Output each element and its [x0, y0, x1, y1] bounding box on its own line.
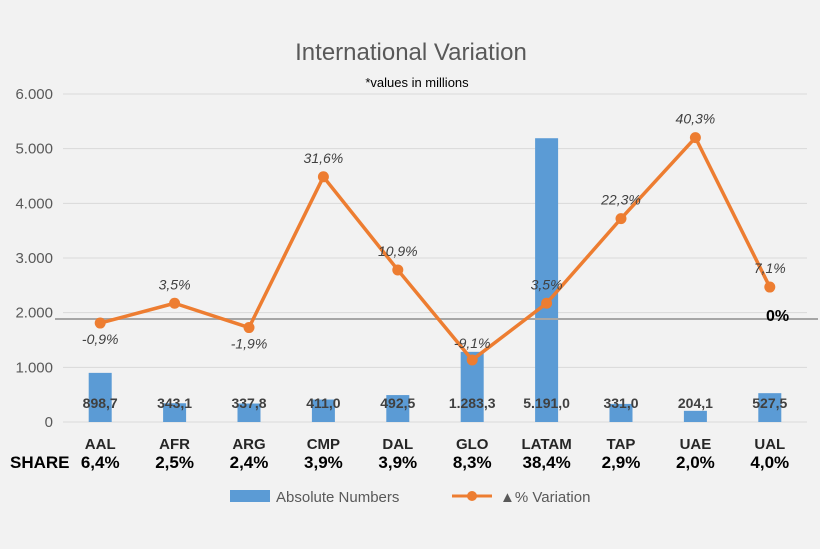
y-tick-label: 4.000 [15, 195, 53, 212]
variation-point-arg [243, 322, 255, 334]
bar-value-label: 898,7 [83, 395, 118, 411]
bar-aal [88, 372, 112, 422]
zero-reference-label: 0% [766, 308, 789, 325]
variation-series [94, 132, 776, 366]
variation-point-aal [94, 317, 106, 329]
variation-value-label: 31,6% [304, 150, 344, 166]
y-tick-label: 1.000 [15, 359, 53, 376]
bar-data-labels: 898,7 343,1 337,8 411,0 492,5 1.283,3 5.191,0 3… [83, 395, 788, 411]
y-axis-ticks: 0 1.000 2.000 3.000 4.000 5.000 6.000 [15, 86, 53, 431]
y-tick-label: 3.000 [15, 250, 53, 267]
variation-data-labels: -0,9% 3,5% -1,9% 31,6% 10,9% -9,1% 3,5% 22,3% 40… [82, 111, 786, 352]
share-row-label: SHARE [10, 453, 70, 472]
bar-value-label: 527,5 [752, 395, 787, 411]
variation-value-label: 22,3% [600, 192, 641, 208]
variation-line [99, 135, 772, 362]
bar-value-label: 1.283,3 [449, 395, 496, 411]
variation-point-uae [689, 132, 701, 144]
bar-tap [609, 403, 633, 422]
category-label: TAP [607, 436, 636, 453]
variation-value-label: 40,3% [676, 111, 716, 127]
share-value: 3,9% [304, 453, 343, 472]
category-label: UAE [680, 436, 712, 453]
bar-value-label: 492,5 [380, 395, 415, 411]
share-value: 38,4% [522, 453, 570, 472]
share-value: 8,3% [453, 453, 492, 472]
y-tick-label: 6.000 [15, 86, 53, 103]
variation-point-glo [466, 354, 478, 366]
legend: Absolute Numbers ▲% Variation [230, 489, 590, 506]
variation-point-cmp [317, 171, 329, 183]
category-label: AAL [85, 436, 116, 453]
bar-glo [460, 351, 484, 422]
bar-arg [237, 403, 261, 422]
category-label: CMP [307, 436, 340, 453]
variation-value-label: -0,9% [82, 331, 119, 347]
bar-cmp [311, 399, 335, 422]
gridlines [63, 93, 807, 423]
category-label: DAL [382, 436, 413, 453]
variation-value-label: -9,1% [454, 335, 491, 351]
category-label: ARG [232, 436, 265, 453]
legend-swatch-absolute-numbers [230, 490, 270, 502]
y-tick-label: 5.000 [15, 141, 53, 158]
bar-latam [535, 138, 559, 422]
share-value: 2,9% [602, 453, 641, 472]
variation-point-afr [169, 297, 181, 309]
bar-afr [163, 403, 187, 422]
bar-value-label: 331,0 [603, 395, 638, 411]
variation-value-label: 3,5% [159, 276, 191, 292]
share-value: 2,5% [155, 453, 194, 472]
bar-value-label: 411,0 [306, 395, 340, 411]
share-value: 3,9% [378, 453, 417, 472]
bar-ual [758, 393, 782, 422]
variation-point-tap [615, 213, 627, 225]
category-label: LATAM [521, 436, 571, 453]
variation-value-label: -1,9% [231, 336, 268, 352]
legend-swatch-variation-marker [467, 491, 477, 501]
variation-point-latam [541, 297, 553, 309]
category-label: UAL [754, 436, 785, 453]
share-value: 4,0% [750, 453, 789, 472]
variation-value-label: 3,5% [531, 276, 563, 292]
variation-point-dal [392, 264, 404, 276]
category-label: AFR [159, 436, 190, 453]
share-value: 6,4% [81, 453, 120, 472]
bar-value-label: 343,1 [157, 395, 192, 411]
variation-value-label: 7,1% [754, 260, 786, 276]
bar-uae [683, 410, 707, 422]
chart-title: International Variation [295, 39, 527, 66]
chart-subtitle: *values in millions [365, 75, 469, 90]
y-tick-label: 0 [45, 414, 53, 431]
legend-label-absolute-numbers: Absolute Numbers [276, 489, 399, 506]
category-label: GLO [456, 436, 489, 453]
bar-value-label: 5.191,0 [523, 395, 570, 411]
bar-value-label: 204,1 [678, 395, 713, 411]
x-axis-categories: AAL AFR ARG CMP DAL GLO LATAM TAP UAE UAL [85, 436, 785, 453]
share-values: 6,4% 2,5% 2,4% 3,9% 3,9% 8,3% 38,4% 2,9% 2,0% 4,0… [81, 453, 789, 472]
y-tick-label: 2.000 [15, 305, 53, 322]
legend-label-variation: ▲% Variation [500, 489, 590, 506]
bar-series [88, 138, 782, 422]
share-value: 2,4% [230, 453, 269, 472]
share-value: 2,0% [676, 453, 715, 472]
bar-value-label: 337,8 [231, 395, 266, 411]
bar-dal [386, 395, 410, 422]
variation-point-ual [764, 281, 776, 293]
variation-value-label: 10,9% [378, 243, 418, 259]
